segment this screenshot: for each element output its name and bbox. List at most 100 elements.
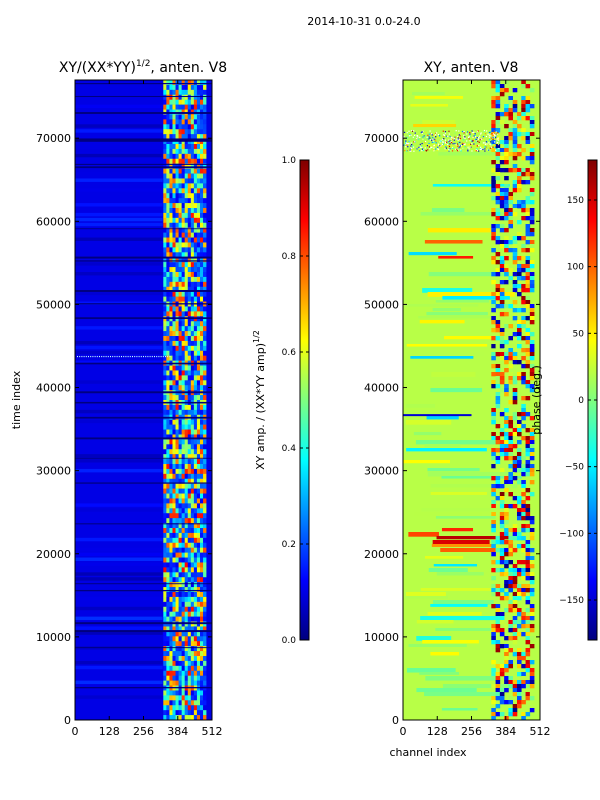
phase-speckle	[449, 135, 451, 138]
phase-speckle	[403, 131, 406, 133]
phase-panel: XY, anten. V8 0 128 256 384 5120100002000030…	[364, 60, 551, 759]
amp-speckle	[158, 355, 160, 358]
phase-speckle	[444, 131, 447, 133]
amp-cell	[181, 286, 186, 292]
amp-cell	[190, 193, 195, 199]
amp-cell	[187, 272, 192, 278]
amp-cell	[181, 212, 186, 219]
amp-row-band	[75, 552, 163, 557]
phase-speckle	[459, 141, 461, 144]
amp-cell	[199, 183, 204, 189]
phase-cell	[499, 380, 505, 385]
amp-cell	[178, 134, 182, 140]
phase-cell	[516, 612, 522, 617]
amp-cell	[172, 651, 176, 657]
amp-cell	[190, 119, 195, 125]
phase-cell	[521, 516, 526, 521]
phase-cell	[516, 200, 522, 205]
phase-cell	[516, 508, 522, 513]
amp-cell	[184, 651, 189, 657]
amp-cell	[203, 262, 207, 268]
amp-cell	[181, 291, 186, 297]
amp-cell	[190, 695, 195, 701]
phase-cell	[495, 184, 501, 189]
phase-cell	[504, 516, 509, 521]
amp-cell	[190, 247, 195, 253]
phase-speckle	[448, 148, 450, 151]
amp-cell	[199, 232, 204, 238]
amp-cell	[181, 419, 186, 425]
amp-cell	[172, 183, 176, 189]
phase-cell	[491, 380, 496, 385]
phase-cell	[521, 356, 526, 361]
amp-cell	[196, 656, 201, 662]
phase-cell	[491, 372, 496, 377]
amp-cell	[178, 94, 182, 100]
amp-cell	[175, 321, 179, 327]
amp-cell	[172, 321, 176, 327]
amp-cell	[172, 631, 176, 637]
phase-streak	[424, 556, 464, 559]
phase-cell	[504, 488, 509, 493]
phase-cell	[516, 568, 522, 573]
amp-cell	[196, 434, 201, 440]
amp-cell	[203, 626, 207, 632]
phase-cell	[495, 260, 501, 265]
amp-cell	[175, 395, 179, 401]
amp-cell	[203, 498, 207, 504]
amp-cell	[203, 444, 207, 450]
phase-cell	[491, 436, 496, 441]
amp-cell	[193, 183, 198, 189]
amp-cell	[190, 636, 195, 642]
amp-cell	[193, 518, 198, 524]
phase-speckle	[447, 149, 449, 151]
phase-cell	[512, 416, 518, 421]
phase-cell	[495, 176, 501, 181]
amp-cell	[187, 89, 192, 96]
phase-speckle	[448, 143, 450, 145]
amp-cell	[190, 291, 195, 297]
amp-speckle	[96, 355, 98, 358]
amp-cell	[203, 567, 207, 573]
amp-cell	[193, 547, 198, 553]
phase-streak	[408, 252, 457, 256]
amp-cell	[203, 267, 207, 273]
amp-cell	[166, 459, 170, 465]
phase-speckle	[408, 140, 410, 142]
amp-cell	[163, 680, 167, 686]
phase-speckle	[467, 149, 469, 151]
amp-cell	[196, 715, 201, 720]
phase-speckle	[476, 130, 479, 133]
amp-cell	[190, 488, 195, 494]
phase-cell	[521, 568, 526, 573]
amp-cell	[178, 572, 182, 578]
amp-cell	[187, 459, 192, 465]
amp-cell	[166, 562, 170, 568]
amp-row-band	[75, 360, 163, 365]
amp-cell	[166, 104, 170, 110]
amp-cell	[193, 656, 198, 662]
phase-cell	[525, 196, 531, 201]
amp-cell	[181, 424, 186, 430]
amp-cell	[163, 660, 167, 667]
amp-cell	[203, 178, 207, 184]
phase-speckle	[496, 142, 498, 144]
amp-cell	[175, 493, 179, 499]
amp-cell	[184, 395, 189, 401]
phase-cell	[508, 548, 514, 553]
phase-speckle	[496, 133, 498, 135]
phase-cell	[499, 228, 505, 233]
amp-cell	[187, 582, 192, 588]
phase-speckle	[425, 140, 427, 143]
amp-cell	[193, 409, 198, 416]
phase-cell	[504, 436, 509, 441]
phase-speckle	[443, 134, 445, 137]
amp-cell	[178, 473, 182, 480]
amp-cell	[199, 257, 204, 263]
amp-cell	[190, 454, 195, 460]
phase-cell	[516, 500, 522, 505]
phase-speckle	[457, 139, 459, 141]
phase-cell	[512, 632, 518, 637]
amp-cell	[178, 670, 182, 676]
